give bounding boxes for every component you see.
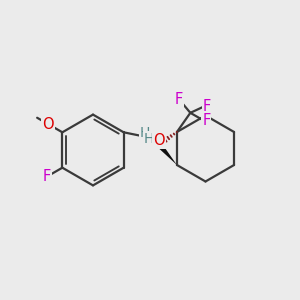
- Text: H: H: [144, 132, 154, 145]
- Text: O: O: [42, 116, 54, 131]
- Text: H: H: [140, 126, 150, 140]
- Text: F: F: [43, 169, 51, 184]
- Text: N: N: [146, 132, 157, 147]
- Text: F: F: [175, 92, 183, 107]
- Text: O: O: [153, 133, 165, 148]
- Polygon shape: [152, 138, 177, 165]
- Text: F: F: [203, 99, 211, 114]
- Text: F: F: [202, 113, 210, 128]
